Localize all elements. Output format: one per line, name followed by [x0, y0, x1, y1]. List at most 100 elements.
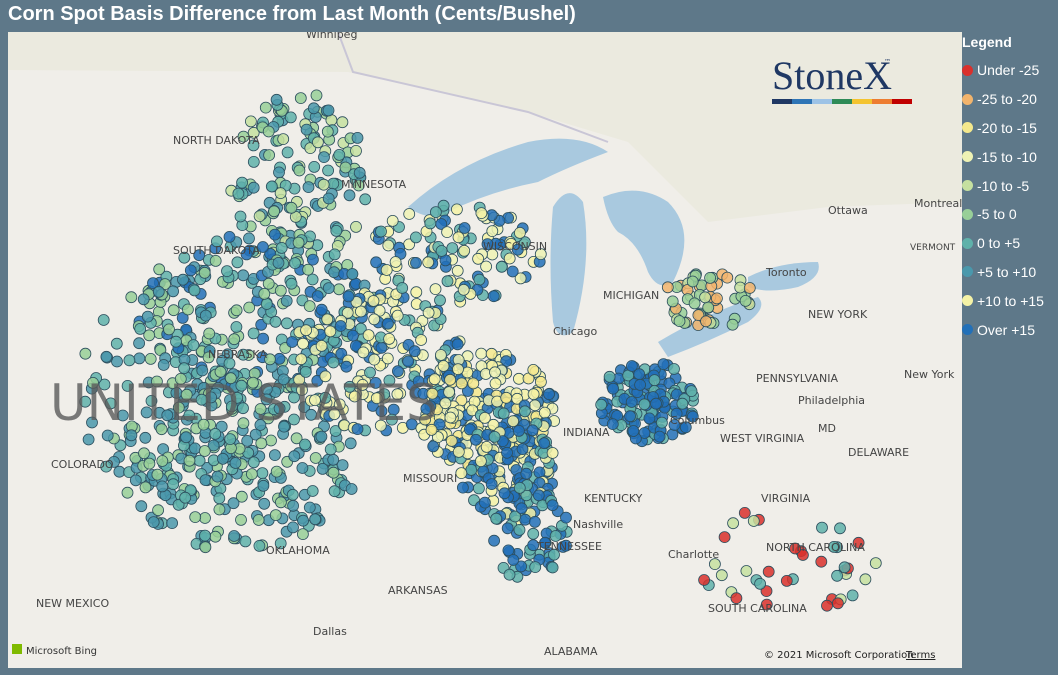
basis-point	[446, 242, 459, 255]
basis-point	[275, 241, 288, 254]
basis-point	[231, 391, 244, 404]
basis-point	[527, 363, 540, 376]
basis-point	[428, 373, 441, 386]
basis-point	[285, 201, 298, 214]
basis-point	[754, 577, 766, 590]
basis-point	[375, 341, 388, 354]
basis-point	[125, 429, 138, 442]
basis-point	[391, 365, 404, 378]
basis-point	[441, 226, 454, 239]
basis-point	[341, 306, 354, 319]
basis-point	[420, 402, 433, 415]
basis-point	[350, 145, 362, 157]
basis-point	[286, 336, 299, 348]
legend-item[interactable]: +5 to +10	[962, 258, 1044, 287]
basis-point	[346, 329, 359, 342]
legend-item[interactable]: +10 to +15	[962, 286, 1044, 315]
basis-point	[259, 101, 272, 114]
basis-point	[156, 480, 169, 493]
basis-point	[451, 264, 464, 277]
basis-point	[272, 256, 285, 269]
basis-point	[213, 492, 226, 505]
legend-label: -15 to -10	[977, 148, 1037, 165]
legend-label: Over +15	[977, 321, 1035, 338]
logo: StoneX ™	[772, 53, 912, 104]
map[interactable]: Winnipeg NORTH DAKOTA MINNESOTA SOUTH DAKOT…	[8, 32, 962, 668]
basis-point	[410, 256, 422, 269]
basis-point	[350, 296, 363, 308]
basis-point	[328, 248, 341, 261]
provider: Microsoft Bing	[26, 646, 97, 657]
basis-point	[422, 306, 435, 319]
basis-point	[247, 327, 260, 340]
basis-point	[362, 329, 375, 342]
basis-point	[386, 214, 399, 227]
basis-point	[402, 355, 415, 368]
basis-point	[679, 421, 692, 434]
basis-point	[548, 548, 560, 561]
basis-point	[247, 126, 260, 139]
basis-point	[180, 388, 193, 401]
basis-point	[213, 503, 226, 516]
basis-point	[307, 102, 320, 115]
legend-item[interactable]: -25 to -20	[962, 85, 1044, 114]
legend-item[interactable]: Under -25	[962, 56, 1044, 85]
legend-item[interactable]: 0 to +5	[962, 229, 1044, 258]
basis-point	[274, 537, 287, 550]
basis-point	[730, 592, 743, 605]
basis-point	[211, 470, 224, 483]
basis-point	[603, 370, 616, 383]
basis-point	[199, 512, 211, 524]
basis-point	[285, 277, 298, 290]
basis-point	[189, 511, 202, 524]
basis-point	[123, 354, 136, 367]
basis-point	[318, 151, 330, 163]
logo-text: StoneX	[772, 53, 892, 98]
basis-point	[167, 285, 180, 298]
basis-point	[157, 359, 170, 371]
basis-point	[308, 160, 321, 173]
basis-point	[138, 447, 150, 460]
basis-point	[143, 457, 156, 470]
basis-point	[501, 446, 513, 459]
legend-item[interactable]: -20 to -15	[962, 114, 1044, 143]
basis-point	[506, 265, 519, 278]
basis-point	[297, 514, 310, 527]
terms-link[interactable]: Terms	[905, 650, 935, 661]
map-label: MINNESOTA	[341, 178, 407, 191]
basis-point	[243, 232, 255, 245]
basis-point	[718, 531, 731, 544]
basis-point	[262, 412, 275, 425]
basis-point	[495, 260, 508, 273]
legend-label: -10 to -5	[977, 177, 1030, 194]
legend-item[interactable]: -5 to 0	[962, 200, 1044, 229]
basis-point	[364, 366, 376, 379]
basis-point	[403, 208, 416, 220]
basis-point	[280, 294, 293, 307]
basis-point	[747, 515, 760, 527]
basis-point	[427, 440, 440, 453]
basis-point	[139, 431, 152, 444]
basis-point	[727, 517, 739, 530]
basis-point	[311, 290, 324, 303]
basis-point	[237, 417, 250, 430]
basis-point	[367, 295, 380, 307]
basis-point	[328, 408, 341, 421]
basis-point	[306, 253, 319, 266]
basis-point	[789, 542, 801, 555]
basis-point	[434, 294, 446, 307]
map-label: ALABAMA	[544, 645, 598, 658]
basis-point	[310, 89, 323, 102]
basis-point	[329, 425, 342, 437]
legend-item[interactable]: -15 to -10	[962, 142, 1044, 171]
legend-item[interactable]: -10 to -5	[962, 171, 1044, 200]
legend: Legend Under -25 -25 to -20 -20 to -15 -15 …	[962, 34, 1044, 344]
basis-point	[256, 467, 269, 480]
basis-point	[369, 376, 382, 389]
basis-point	[269, 509, 282, 522]
basis-point	[209, 427, 222, 440]
basis-point	[232, 187, 245, 200]
basis-point	[455, 467, 468, 480]
legend-item[interactable]: Over +15	[962, 315, 1044, 344]
